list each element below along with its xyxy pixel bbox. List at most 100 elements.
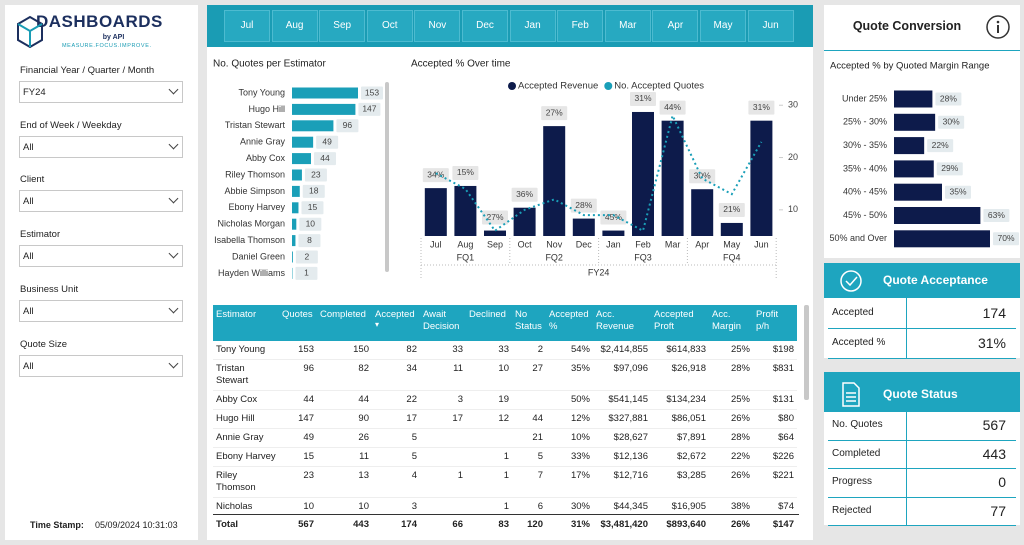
cell: 49 xyxy=(279,428,317,448)
month-button[interactable]: Dec xyxy=(462,10,508,42)
column-header[interactable]: Estimator xyxy=(213,305,279,341)
cell: 23 xyxy=(279,466,317,498)
column-header[interactable]: Accepted xyxy=(372,305,420,341)
month-button[interactable]: Jun xyxy=(747,10,794,42)
cell: 4 xyxy=(372,466,420,498)
x-tick-label: Mar xyxy=(665,239,681,249)
month-button[interactable]: Apr xyxy=(652,10,699,42)
cell: 6 xyxy=(512,497,546,512)
dropdown[interactable]: All xyxy=(19,354,183,377)
column-header[interactable]: Accepted Proft xyxy=(651,305,709,341)
x-tick-label: Aug xyxy=(457,239,473,249)
label-box xyxy=(316,135,339,149)
column-header[interactable]: Acc. Revenue xyxy=(593,305,651,341)
bar xyxy=(292,251,293,263)
month-button[interactable]: Feb xyxy=(557,10,604,42)
scrollbar[interactable] xyxy=(804,305,809,400)
month-button[interactable]: Sep xyxy=(319,10,366,42)
data-label: 30% xyxy=(943,117,960,127)
dropdown[interactable]: All xyxy=(19,245,183,268)
check-icon xyxy=(840,270,862,292)
label-box xyxy=(313,152,336,166)
cell: 28% xyxy=(709,359,753,391)
kpi-value: 174 xyxy=(982,305,1006,321)
bar xyxy=(424,188,447,236)
kpi-label: No. Quotes xyxy=(832,419,883,431)
cell: 90 xyxy=(317,409,372,429)
column-header[interactable]: Completed xyxy=(317,305,372,341)
cell: $2,672 xyxy=(651,447,709,467)
month-button[interactable]: Mar xyxy=(604,10,651,42)
kpi-value: 31% xyxy=(977,335,1006,351)
cell: 26% xyxy=(709,409,753,429)
dropdown[interactable]: FY24 xyxy=(19,81,183,103)
label-box xyxy=(983,209,1010,222)
month-button[interactable]: Jul xyxy=(224,10,270,42)
cell: 38% xyxy=(709,497,753,512)
category-label: Tristan Stewart xyxy=(225,120,286,130)
column-header[interactable]: Declined xyxy=(466,305,512,341)
tbody: Total 567 443 174 66 83 120 31% $3,481,420 $893,6… xyxy=(213,515,797,534)
cell: 5 xyxy=(512,447,546,467)
month-button[interactable]: Oct xyxy=(366,10,413,42)
dropdown[interactable]: All xyxy=(19,135,183,158)
dropdown[interactable]: All xyxy=(19,299,183,322)
filter-label: Business Unit xyxy=(20,283,79,295)
cell: 10 xyxy=(317,497,372,512)
scrollbar[interactable] xyxy=(385,82,389,272)
cell: $198 xyxy=(753,341,797,360)
category-label: 35% - 40% xyxy=(843,163,887,173)
cell: 567 xyxy=(298,519,314,530)
bar xyxy=(894,183,942,201)
category-label: 30% - 35% xyxy=(843,140,887,150)
cell: $3,285 xyxy=(651,466,709,498)
cell: $226 xyxy=(753,447,797,467)
category-label: Annie Gray xyxy=(240,137,286,147)
column-header[interactable]: Acc. Margin xyxy=(709,305,753,341)
data-label: 29% xyxy=(941,163,958,173)
dropdown[interactable]: All xyxy=(19,190,183,213)
cell: 5 xyxy=(372,428,420,448)
chevron xyxy=(168,193,179,204)
bar xyxy=(292,218,297,230)
column-header[interactable]: Await Decision xyxy=(420,305,466,341)
cell: 31% xyxy=(570,519,590,530)
cell: $831 xyxy=(753,359,797,391)
cell: 443 xyxy=(353,519,369,530)
kpi-value: 443 xyxy=(982,445,1006,462)
info-icon[interactable] xyxy=(986,15,1010,39)
legend-label: Accepted Revenue xyxy=(518,81,598,92)
data-label: 22% xyxy=(932,140,949,150)
category-label: Under 25% xyxy=(842,93,887,103)
cell: Ebony Harvey xyxy=(213,447,279,467)
bar xyxy=(292,87,358,99)
column-header[interactable]: Profit p/h xyxy=(753,305,797,341)
cell: 17 xyxy=(420,409,466,429)
month-button[interactable]: May xyxy=(700,10,746,42)
column-header[interactable]: Accepted % xyxy=(546,305,593,341)
cell: $3,481,420 xyxy=(600,519,648,530)
column-header[interactable]: Quotes xyxy=(279,305,317,341)
month-button[interactable]: Nov xyxy=(414,10,461,42)
card-title: Quote Acceptance xyxy=(883,273,988,287)
month-button[interactable]: Aug xyxy=(271,10,318,42)
table-row: Tristan Stewart 96 82 34 11 10 27 35% $97,096 $26… xyxy=(213,359,797,391)
cell: 22% xyxy=(709,447,753,467)
legend-marker xyxy=(604,82,613,90)
table-row: Hugo Hill 147 90 17 17 12 44 12% $327,881 $86,051… xyxy=(213,409,797,429)
table-total: Total 567 443 174 66 83 120 31% $3,481,420 $893,6… xyxy=(213,514,799,536)
label-box xyxy=(541,106,568,121)
column-header[interactable]: No Status xyxy=(512,305,546,341)
cell: 17% xyxy=(546,466,593,498)
month-button[interactable]: Jan xyxy=(509,10,556,42)
cell: Tristan Stewart xyxy=(213,359,279,391)
year-label: FY24 xyxy=(588,267,610,277)
cell: 1 xyxy=(466,497,512,512)
label-box xyxy=(630,91,656,106)
cell: 150 xyxy=(317,341,372,360)
data-label: 28% xyxy=(575,200,592,210)
divider xyxy=(824,50,1020,51)
label-box xyxy=(299,217,322,231)
x-tick-label: Apr xyxy=(695,239,709,249)
